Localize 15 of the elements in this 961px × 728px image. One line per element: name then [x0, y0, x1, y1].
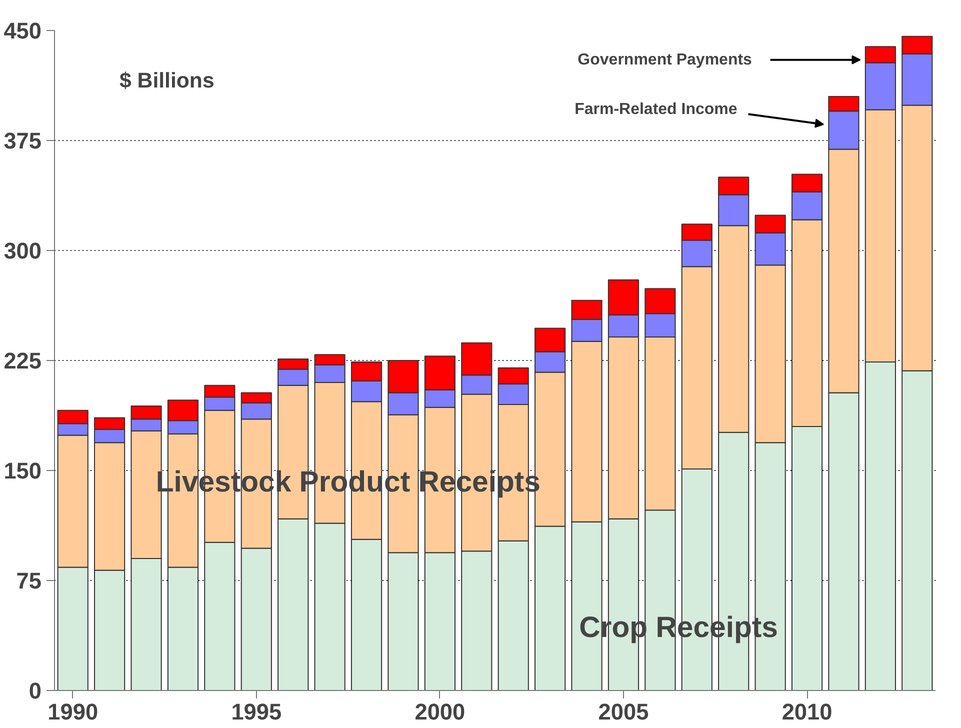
y-tick-label: 75	[16, 568, 42, 594]
y-tick-label: 0	[28, 678, 42, 704]
y-tick-label: 225	[4, 348, 42, 374]
x-tick-label: 2010	[782, 698, 832, 724]
text: Government Payments	[578, 51, 752, 68]
x-tick-label: 1995	[231, 698, 282, 724]
y-tick-label: 300	[4, 238, 42, 264]
y-tick-label: 375	[4, 128, 42, 154]
y-tick-label: 450	[4, 18, 42, 44]
x-tick-label: 1990	[48, 698, 98, 724]
x-tick-label: 2005	[598, 698, 649, 724]
x-tick-label: 2000	[414, 698, 466, 724]
text: Farm-Related Income	[574, 101, 738, 118]
annotation: $ Billions	[120, 68, 214, 92]
y-tick-label: 150	[4, 458, 42, 484]
